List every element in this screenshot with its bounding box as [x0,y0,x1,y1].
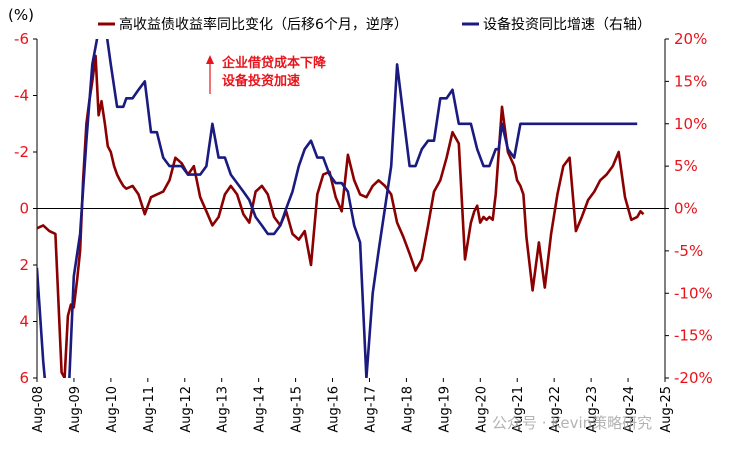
x-tick-label: Aug-24 [622,386,637,433]
x-tick-label: Aug-23 [585,386,600,433]
legend-label: 高收益债收益率同比变化（后移6个月，逆序） [119,16,408,33]
series-line-investment [37,39,638,378]
left-tick-label: 4 [19,313,29,331]
x-tick-label: Aug-25 [659,386,674,433]
left-tick-label: -6 [14,30,29,48]
annotation-arrowhead [206,55,214,64]
right-tick-label: -10% [674,284,713,302]
right-tick-label: -15% [674,327,713,345]
right-tick-label: 15% [674,72,707,90]
watermark-text: 公众号 · Kevin策略研究 [492,414,652,432]
watermark: 公众号 · Kevin策略研究 [492,414,652,432]
series-lines [37,39,645,378]
x-tick-label: Aug-10 [105,386,120,433]
left-tick-label: 0 [19,200,29,218]
annotation-line-1: 企业借贷成本下降 [221,55,327,71]
x-tick-label: Aug-13 [216,386,231,433]
x-tick-label: Aug-11 [142,386,157,433]
x-tick-label: Aug-08 [31,386,46,433]
left-tick-label: -2 [14,143,29,161]
x-tick-label: Aug-21 [511,386,526,433]
x-tick-label: Aug-18 [400,386,415,433]
series-line-yield [37,54,645,378]
x-tick-label: Aug-12 [179,386,194,433]
legend: 高收益债收益率同比变化（后移6个月，逆序） 设备投资同比增速（右轴） [98,16,651,33]
left-tick-label: -4 [14,87,29,105]
x-tick-label: Aug-19 [437,386,452,433]
annotation-line-2: 设备投资加速 [222,73,300,89]
left-tick-label: 2 [19,256,29,274]
right-tick-label: 10% [674,115,707,133]
right-tick-label: 20% [674,30,707,48]
x-tick-label: Aug-22 [548,386,563,433]
right-tick-label: -5% [674,242,703,260]
right-tick-label: 5% [674,157,698,175]
legend-label: 设备投资同比增速（右轴） [483,16,651,33]
x-tick-label: Aug-20 [474,386,489,433]
x-tick-label: Aug-15 [290,386,305,433]
x-tick-label: Aug-09 [68,386,83,433]
left-unit-label: (%) [8,6,34,24]
x-tick-label: Aug-14 [253,386,268,433]
axes: -6 -4 -2 0 2 4 6 (%) 20% 15% 10% 5% 0% -5% -10% -15% -20… [8,6,713,433]
right-tick-label: -20% [674,369,713,387]
right-tick-label: 0% [674,200,698,218]
x-tick-label: Aug-16 [327,386,342,433]
left-tick-label: 6 [19,369,29,387]
x-tick-label: Aug-17 [363,386,378,433]
